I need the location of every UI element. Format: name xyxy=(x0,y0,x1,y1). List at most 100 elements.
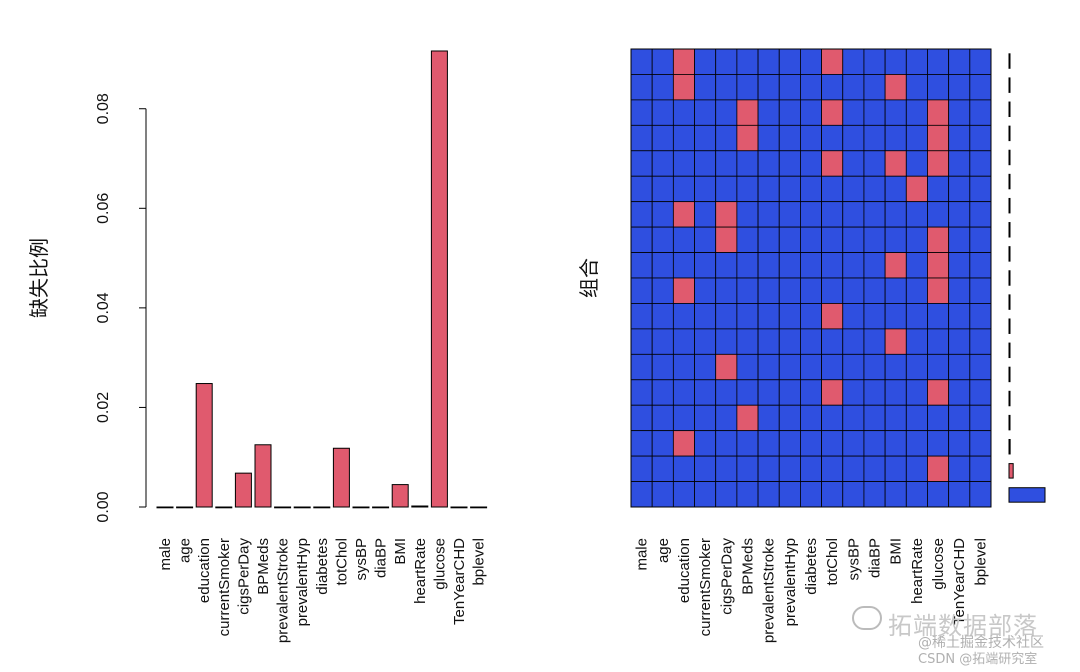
heatmap-cell xyxy=(927,481,950,508)
bar xyxy=(254,444,272,508)
heatmap-cell xyxy=(821,481,844,508)
heatmap-cell xyxy=(863,226,886,253)
heatmap-cell xyxy=(863,124,886,152)
heatmap-cell xyxy=(757,124,780,152)
heatmap-cell xyxy=(736,201,759,228)
x-tick-label: glucose xyxy=(431,538,448,590)
heatmap-cell xyxy=(800,175,822,203)
heatmap-cell xyxy=(969,430,992,457)
heatmap-cell xyxy=(927,48,950,75)
heatmap-column-label: totChol xyxy=(824,538,841,586)
heatmap-cell xyxy=(757,328,780,355)
heatmap-cell xyxy=(672,430,695,457)
watermark-line-2: CSDN @拓端研究室 xyxy=(918,652,1038,667)
heatmap-cell xyxy=(927,430,950,457)
heatmap-cell xyxy=(969,455,992,482)
heatmap-cell xyxy=(672,455,695,482)
bar xyxy=(195,383,213,508)
x-tick-label: currentSmoker xyxy=(216,538,233,636)
x-tick-label: education xyxy=(196,538,213,603)
heatmap-cell xyxy=(778,303,801,330)
heatmap-cell xyxy=(884,404,907,432)
heatmap-cell xyxy=(778,201,801,228)
heatmap-cell xyxy=(757,150,780,177)
heatmap-cell xyxy=(672,277,695,304)
heatmap-cell xyxy=(969,303,992,330)
heatmap-cell xyxy=(694,175,717,203)
heatmap-cell xyxy=(715,277,738,304)
heatmap-cell xyxy=(736,328,759,355)
heatmap-cell xyxy=(863,379,886,406)
heatmap-column-label: diabetes xyxy=(803,538,820,595)
heatmap-cell xyxy=(757,404,780,432)
y-tick-label: 0.00 xyxy=(95,491,112,522)
heatmap-cell xyxy=(905,175,928,203)
heatmap-cell xyxy=(884,303,907,330)
heatmap-cell xyxy=(736,175,759,203)
heatmap-cell xyxy=(736,404,759,432)
heatmap-column-label: BMI xyxy=(888,538,905,565)
heatmap-cell xyxy=(630,124,653,152)
x-tick-label: sysBP xyxy=(353,538,370,581)
heatmap-y-title: 组合 xyxy=(578,258,601,298)
heatmap-cell xyxy=(842,226,865,253)
heatmap-cell xyxy=(842,277,865,304)
heatmap-column-label: heartRate xyxy=(909,538,926,604)
bar xyxy=(411,505,429,508)
heatmap-cell xyxy=(927,74,950,101)
frequency-bar xyxy=(1008,366,1011,383)
heatmap-cell xyxy=(821,379,844,406)
heatmap-column-label: bplevel xyxy=(972,538,989,586)
heatmap-cell xyxy=(715,303,738,330)
heatmap-cell xyxy=(842,74,865,101)
heatmap-cell xyxy=(778,404,801,432)
heatmap-cell xyxy=(863,481,886,508)
heatmap-cell xyxy=(863,430,886,457)
x-tick-label: BPMeds xyxy=(255,538,272,595)
heatmap-column-label: glucose xyxy=(930,538,947,590)
heatmap-cell xyxy=(884,430,907,457)
heatmap-cell xyxy=(927,124,950,152)
heatmap-cell xyxy=(927,379,950,406)
frequency-bar xyxy=(1008,77,1011,93)
heatmap-cell xyxy=(778,455,801,482)
heatmap-cell xyxy=(630,175,653,203)
heatmap-cell xyxy=(884,124,907,152)
heatmap-cell xyxy=(927,150,950,177)
heatmap-cell xyxy=(651,328,674,355)
frequency-bar xyxy=(1008,197,1011,214)
heatmap-cell xyxy=(884,353,907,381)
heatmap-cell xyxy=(694,74,717,101)
heatmap-cell xyxy=(736,277,759,304)
heatmap-cell xyxy=(672,124,695,152)
heatmap-cell xyxy=(948,74,971,101)
heatmap-cell xyxy=(927,353,950,381)
heatmap-cell xyxy=(630,201,653,228)
heatmap-cell xyxy=(800,379,822,406)
heatmap-cell xyxy=(842,328,865,355)
heatmap-cell xyxy=(948,226,971,253)
heatmap-cell xyxy=(651,277,674,304)
heatmap-cell xyxy=(651,48,674,75)
heatmap-cell xyxy=(821,124,844,152)
x-tick-label: prevalentStroke xyxy=(275,538,292,643)
heatmap-cell xyxy=(757,252,780,279)
heatmap-cell xyxy=(694,303,717,330)
heatmap-cell xyxy=(630,430,653,457)
heatmap-cell xyxy=(800,353,822,381)
heatmap-cell xyxy=(651,74,674,101)
heatmap-column-label: cigsPerDay xyxy=(718,538,735,615)
heatmap-cell xyxy=(672,99,695,126)
x-tick-label: cigsPerDay xyxy=(235,538,252,615)
heatmap-cell xyxy=(715,226,738,253)
heatmap-cell xyxy=(715,481,738,508)
heatmap-cell xyxy=(842,201,865,228)
heatmap-cell xyxy=(778,124,801,152)
heatmap-cell xyxy=(821,74,844,101)
bar xyxy=(352,506,370,509)
heatmap-cell xyxy=(842,404,865,432)
heatmap-cell xyxy=(927,328,950,355)
frequency-bar xyxy=(1008,173,1011,190)
heatmap-cell xyxy=(715,455,738,482)
heatmap-cell xyxy=(715,328,738,355)
